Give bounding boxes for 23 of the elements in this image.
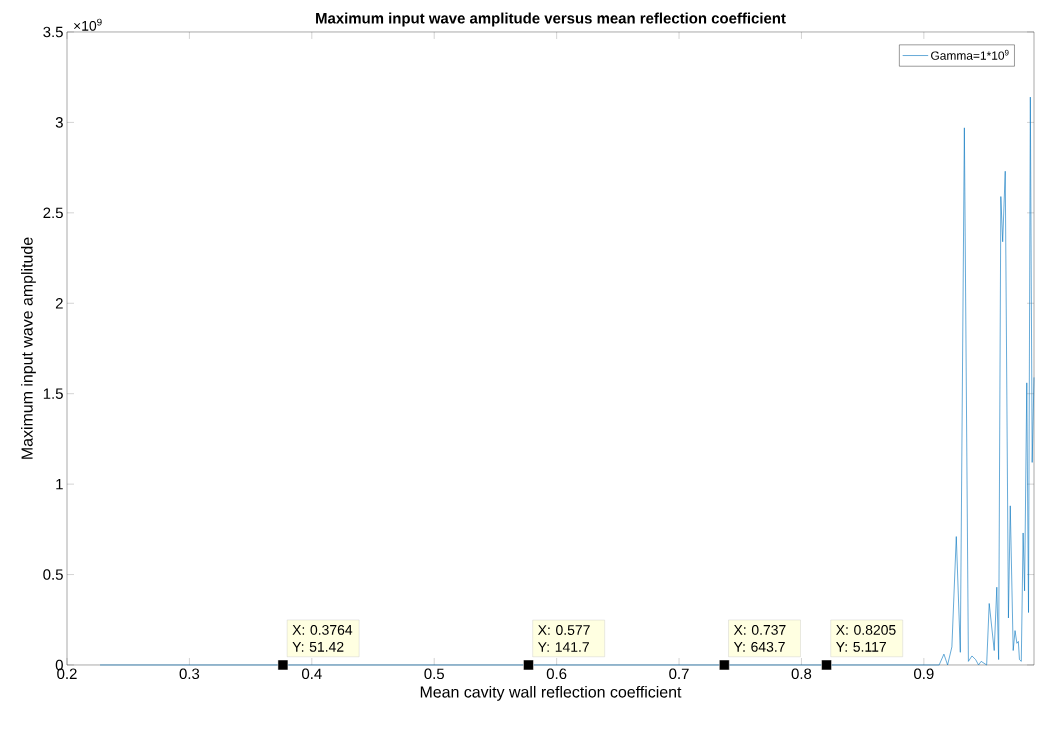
x-axis-title: Mean cavity wall reflection coefficient [420, 685, 682, 701]
annotation: X: 0.8205 Y: 5.117 [836, 624, 896, 652]
legend-label: Gamma=1*10$^{9}$ [931, 49, 1009, 60]
y-tick-label: 0.5 [43, 569, 63, 580]
annotation: X: 0.577 Y: 141.7 [537, 625, 590, 652]
annotation: X: 0.737 Y: 643.7 [733, 624, 786, 652]
x-tick-label: 0.9 [914, 668, 934, 680]
y-tick-label: 3 [55, 117, 63, 128]
y-tick-label: 2.5 [43, 207, 63, 219]
annotation: X: 0.3764 Y: 51.42 [292, 624, 353, 652]
x-tick-label: 0.5 [424, 668, 444, 680]
y-axis-title: Maximum input wave amplitude [21, 237, 36, 459]
x-tick-label: 0.6 [546, 668, 567, 680]
y-tick-label: 2 [55, 298, 63, 309]
x-tick-label: 0.8 [791, 668, 812, 680]
x-tick-label: 0.4 [302, 668, 322, 680]
x-tick-label: 0.3 [179, 668, 200, 680]
chart-title: Maximum input wave amplitude versus mean reflection coefficient [316, 12, 786, 27]
text: ×10$^{9}$ [74, 18, 102, 31]
y-tick-label: 3.5 [43, 26, 63, 38]
y-tick-label: 1 [56, 478, 63, 490]
x-tick-label: 0.7 [669, 668, 689, 680]
y-tick-label: 1.5 [43, 388, 63, 399]
